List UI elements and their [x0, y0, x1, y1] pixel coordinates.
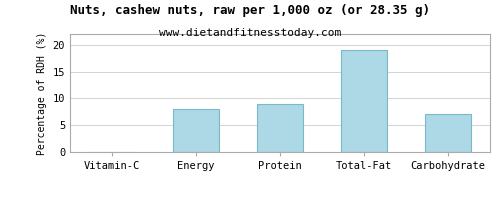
Bar	[341, 50, 387, 152]
Text: Nuts, cashew nuts, raw per 1,000 oz (or 28.35 g): Nuts, cashew nuts, raw per 1,000 oz (or …	[70, 4, 430, 17]
Y-axis label: Percentage of RDH (%): Percentage of RDH (%)	[37, 31, 47, 155]
Text: www.dietandfitnesstoday.com: www.dietandfitnesstoday.com	[159, 28, 341, 38]
Bar	[173, 109, 219, 152]
Bar	[425, 114, 471, 152]
Bar	[257, 104, 303, 152]
